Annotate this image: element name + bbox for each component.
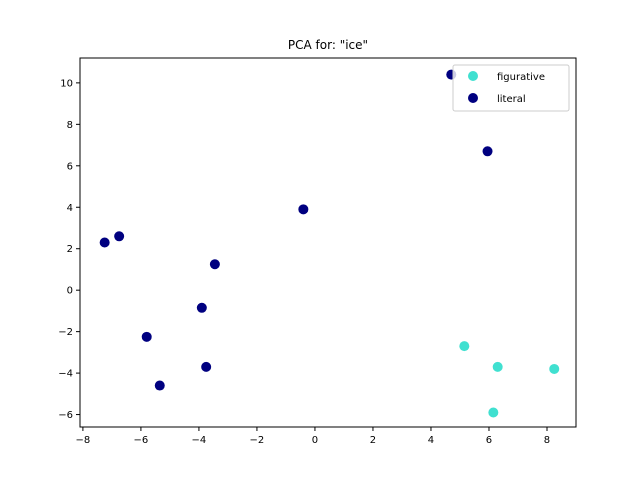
x-tick-label-3: −2 bbox=[250, 435, 265, 446]
point-literal-7 bbox=[141, 331, 152, 342]
y-tick-label-1: −4 bbox=[58, 369, 73, 380]
legend-marker-literal bbox=[468, 93, 478, 103]
y-tick-label-4: 2 bbox=[67, 244, 73, 255]
point-literal-2 bbox=[298, 204, 309, 215]
x-tick-label-8: 8 bbox=[544, 435, 550, 446]
point-figurative-1 bbox=[492, 361, 503, 372]
x-tick-label-1: −6 bbox=[134, 435, 149, 446]
legend-box bbox=[452, 64, 570, 112]
x-tick-label-0: −8 bbox=[76, 435, 91, 446]
x-tick-label-4: 0 bbox=[312, 435, 318, 446]
point-literal-1 bbox=[482, 146, 493, 157]
point-literal-4 bbox=[114, 231, 125, 242]
point-figurative-0 bbox=[459, 341, 470, 352]
y-tick-label-5: 4 bbox=[67, 203, 73, 214]
x-tick-label-7: 6 bbox=[486, 435, 492, 446]
legend: figurative literal bbox=[452, 64, 570, 112]
point-literal-3 bbox=[99, 237, 110, 248]
y-tick-label-3: 0 bbox=[67, 286, 73, 297]
x-axis: −8 −6 −4 −2 0 2 4 6 8 bbox=[76, 427, 550, 446]
point-literal-6 bbox=[196, 302, 207, 313]
x-tick-label-6: 4 bbox=[428, 435, 434, 446]
plot-area-frame bbox=[79, 57, 577, 428]
y-tick-label-0: −6 bbox=[58, 410, 73, 421]
legend-label-figurative: figurative bbox=[497, 72, 545, 83]
point-figurative-3 bbox=[488, 407, 499, 418]
y-tick-label-8: 10 bbox=[60, 78, 73, 89]
point-literal-8 bbox=[201, 361, 212, 372]
y-axis: −6 −4 −2 0 2 4 6 8 10 bbox=[58, 78, 80, 421]
y-tick-label-6: 6 bbox=[67, 161, 73, 172]
y-tick-label-2: −2 bbox=[58, 327, 73, 338]
point-figurative-2 bbox=[549, 363, 560, 374]
legend-label-literal: literal bbox=[497, 94, 526, 105]
y-tick-label-7: 8 bbox=[67, 120, 73, 131]
point-literal-5 bbox=[209, 259, 220, 270]
x-tick-label-5: 2 bbox=[370, 435, 376, 446]
legend-marker-figurative bbox=[468, 71, 478, 81]
point-literal-9 bbox=[154, 380, 165, 391]
chart-title: PCA for: "ice" bbox=[288, 38, 368, 52]
x-tick-label-2: −4 bbox=[192, 435, 207, 446]
